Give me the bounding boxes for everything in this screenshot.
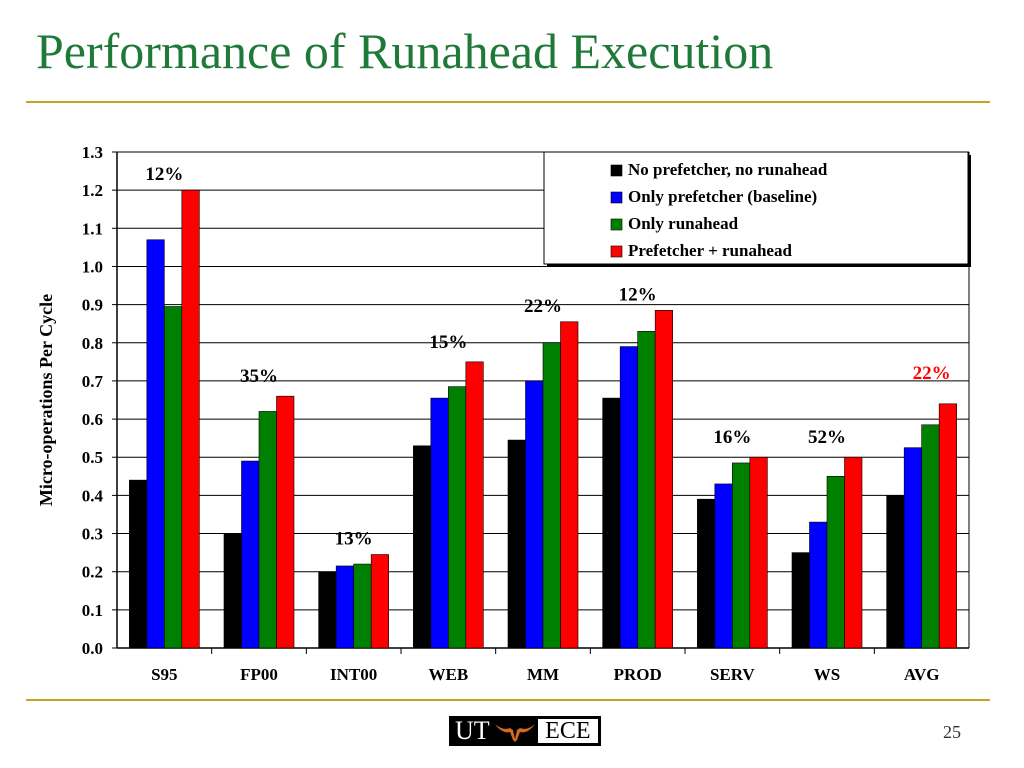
bar-serv-series-2 <box>714 483 733 649</box>
bar-int00-series-1 <box>318 571 337 649</box>
bar-serv-series-4 <box>749 456 768 649</box>
bar-web-series-2 <box>430 397 449 649</box>
bar-ws-series-3 <box>826 476 845 649</box>
bar-mm-series-4 <box>560 321 579 649</box>
bar-fp00-series-1 <box>223 533 242 649</box>
legend-swatch <box>610 164 623 177</box>
bar-web-series-3 <box>448 386 467 649</box>
annotation-int00: 13% <box>335 529 373 550</box>
bar-prod-series-1 <box>602 397 621 649</box>
bar-s95-series-1 <box>129 479 148 649</box>
y-axis-label: Micro-operations Per Cycle <box>36 294 56 506</box>
bar-avg-series-2 <box>903 447 922 649</box>
annotation-ws: 52% <box>808 427 846 448</box>
x-tick-label: MM <box>527 665 559 684</box>
slide-title: Performance of Runahead Execution <box>36 23 774 79</box>
y-tick-label: 1.1 <box>82 219 103 238</box>
bar-int00-series-2 <box>335 565 354 649</box>
legend-swatch <box>610 218 623 231</box>
annotation-web: 15% <box>429 332 467 353</box>
annotation-mm: 22% <box>524 296 562 317</box>
bar-s95-series-2 <box>146 239 165 649</box>
legend-label: Prefetcher + runahead <box>628 241 792 260</box>
x-tick-label: WS <box>814 665 840 684</box>
bar-avg-series-1 <box>886 495 905 649</box>
bar-fp00-series-4 <box>276 395 295 649</box>
bar-ws-series-4 <box>844 456 863 649</box>
bar-int00-series-4 <box>370 554 389 649</box>
legend-label: Only prefetcher (baseline) <box>628 187 817 206</box>
bar-chart: 0.0 0.1 0.2 0.3 0.4 0.5 0.6 0.7 0.8 0.9 1.0 1.1 1.2 1… <box>36 143 971 684</box>
title-divider <box>26 101 990 103</box>
x-tick-label: WEB <box>428 665 468 684</box>
y-tick-label: 1.0 <box>82 257 103 276</box>
logo-ut-text: UT <box>455 716 490 745</box>
bar-prod-series-3 <box>637 331 656 649</box>
bar-ws-series-1 <box>791 552 810 649</box>
ut-ece-logo: UT ECE <box>449 716 601 746</box>
y-tick-label: 0.4 <box>82 486 104 505</box>
x-tick-label: FP00 <box>240 665 278 684</box>
bar-web-series-1 <box>413 445 432 649</box>
bar-web-series-4 <box>465 361 484 649</box>
bar-prod-series-4 <box>654 310 673 649</box>
x-tick-label: AVG <box>904 665 940 684</box>
bar-s95-series-3 <box>164 306 183 649</box>
bar-avg-series-3 <box>921 424 940 649</box>
y-tick-label: 0.2 <box>82 563 103 582</box>
y-tick-label: 0.9 <box>82 296 103 315</box>
annotation-prod: 12% <box>619 284 657 305</box>
y-tick-label: 0.3 <box>82 525 103 544</box>
bar-mm-series-2 <box>525 380 544 649</box>
bar-ws-series-2 <box>809 521 828 649</box>
y-tick-label: 0.6 <box>82 410 103 429</box>
legend-label: No prefetcher, no runahead <box>628 160 828 179</box>
bar-mm-series-1 <box>507 439 526 649</box>
y-tick-label: 0.7 <box>82 372 104 391</box>
x-tick-label: INT00 <box>330 665 377 684</box>
legend-label: Only runahead <box>628 214 739 233</box>
y-tick-label: 1.3 <box>82 143 103 162</box>
annotation-avg: 22% <box>913 363 951 384</box>
y-tick-label: 0.1 <box>82 601 103 620</box>
annotation-serv: 16% <box>713 427 751 448</box>
y-tick-label: 0.0 <box>82 639 103 658</box>
annotation-fp00: 35% <box>240 366 278 387</box>
longhorn-icon <box>492 716 538 746</box>
logo-ece-text: ECE <box>537 719 598 743</box>
bar-avg-series-4 <box>938 403 957 649</box>
legend-swatch <box>610 191 623 204</box>
x-tick-label: PROD <box>614 665 662 684</box>
bar-int00-series-3 <box>353 563 372 649</box>
y-tick-label: 1.2 <box>82 181 103 200</box>
legend-swatch <box>610 245 623 258</box>
bar-fp00-series-2 <box>241 460 260 649</box>
y-tick-label: 0.8 <box>82 334 103 353</box>
bar-prod-series-2 <box>619 346 638 649</box>
footer-divider <box>26 699 990 701</box>
x-tick-label: S95 <box>151 665 177 684</box>
bar-serv-series-1 <box>697 498 716 649</box>
y-tick-label: 0.5 <box>82 448 103 467</box>
bar-s95-series-4 <box>181 189 200 649</box>
x-tick-label: SERV <box>710 665 755 684</box>
bar-serv-series-3 <box>732 462 751 649</box>
bar-fp00-series-3 <box>258 411 277 649</box>
annotation-s95: 12% <box>145 164 183 185</box>
bar-mm-series-3 <box>542 342 561 649</box>
page-number: 25 <box>943 722 961 742</box>
